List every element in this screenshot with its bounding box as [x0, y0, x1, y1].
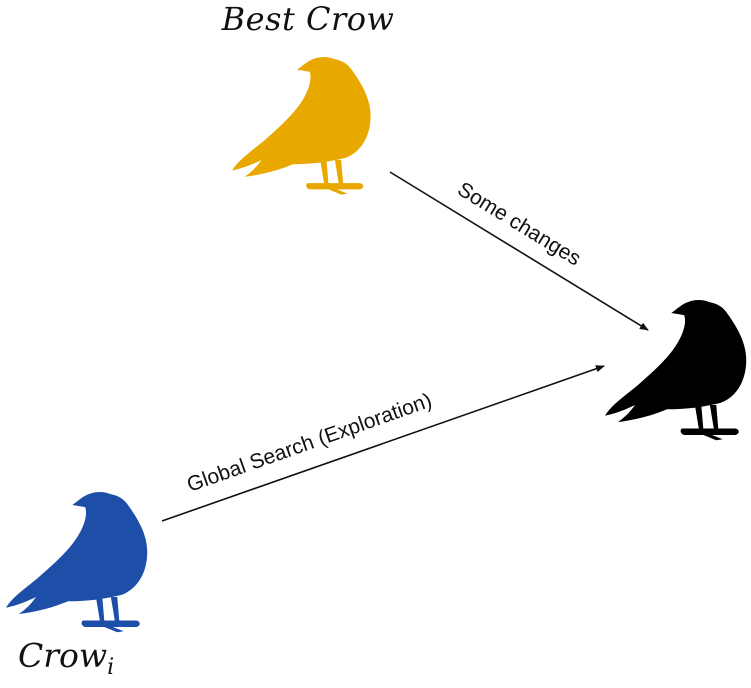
- arrow-best-to-target: [389, 171, 649, 331]
- crow-i-icon: [6, 492, 148, 633]
- crow-i-label: Crowi: [18, 636, 218, 680]
- arrow-crow-i-to-target: [161, 365, 605, 522]
- best-crow-label: Best Crow: [221, 0, 395, 38]
- best-crow-shape: [232, 57, 371, 195]
- crow-i-shape: [6, 492, 148, 633]
- best-crow-icon: [232, 57, 371, 195]
- target-crow-icon: [605, 300, 747, 441]
- target-crow-shape: [605, 300, 747, 441]
- crow-i-label-text: Crow: [18, 636, 108, 675]
- label-some-changes: Some changes: [453, 178, 584, 271]
- label-global-search: Global Search (Exploration): [184, 389, 435, 497]
- crow-i-label-subscript: i: [107, 655, 115, 680]
